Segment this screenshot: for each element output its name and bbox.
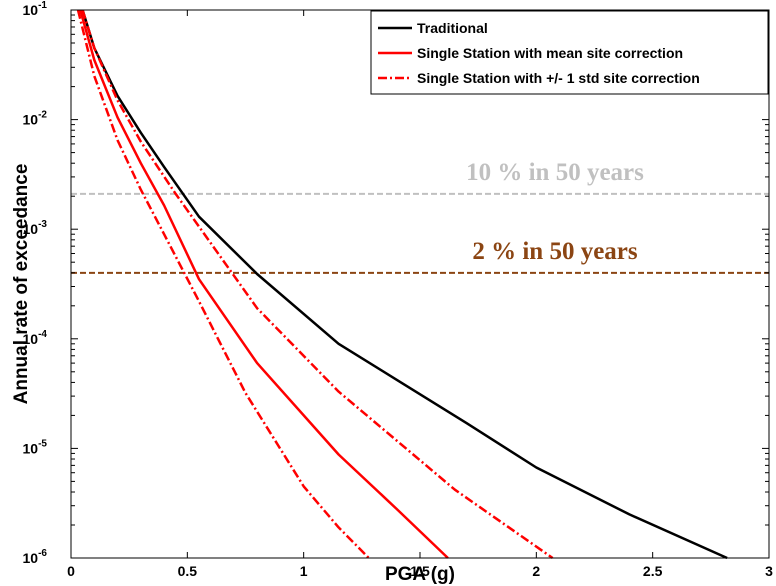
series-line-2 bbox=[79, 9, 449, 559]
series-line-3 bbox=[81, 9, 554, 560]
x-tick-label: 0.5 bbox=[178, 563, 198, 579]
y-tick-exponent: -6 bbox=[38, 548, 47, 559]
legend-box bbox=[370, 10, 769, 95]
series-line-4 bbox=[76, 9, 370, 559]
legend-label: Single Station with mean site correction bbox=[417, 45, 683, 61]
legend-label: Single Station with +/- 1 std site corre… bbox=[417, 70, 700, 86]
x-tick-label: 0 bbox=[67, 563, 75, 579]
y-tick-exponent: -3 bbox=[38, 219, 47, 230]
y-tick-exponent: -4 bbox=[38, 329, 47, 340]
y-tick-exponent: -2 bbox=[38, 110, 47, 121]
x-tick-label: 2.5 bbox=[643, 563, 663, 579]
y-axis-label: Annual rate of exceedance bbox=[11, 164, 32, 405]
y-tick-exponent: -5 bbox=[38, 438, 47, 449]
x-tick-label: 1.5 bbox=[410, 563, 430, 579]
reference-line-label-2: 2 % in 50 years bbox=[472, 238, 638, 265]
reference-line-label-1: 10 % in 50 years bbox=[466, 159, 644, 186]
series-layer bbox=[76, 9, 728, 560]
legend: Traditional Single Station with mean site… bbox=[370, 10, 769, 95]
x-axis: 0 0.5 1 1.5 2 2.5 3 bbox=[67, 10, 773, 579]
reference-lines: 10 % in 50 years 2 % in 50 years bbox=[71, 159, 769, 274]
x-tick-label: 3 bbox=[765, 563, 773, 579]
series-line-1 bbox=[81, 9, 728, 560]
x-axis-label: PGA (g) bbox=[385, 564, 455, 585]
x-tick-label: 2 bbox=[532, 563, 540, 579]
legend-label: Traditional bbox=[417, 20, 488, 36]
x-tick-label: 1 bbox=[300, 563, 308, 579]
plot-area bbox=[71, 10, 769, 558]
y-tick-exponent: -1 bbox=[38, 0, 47, 11]
